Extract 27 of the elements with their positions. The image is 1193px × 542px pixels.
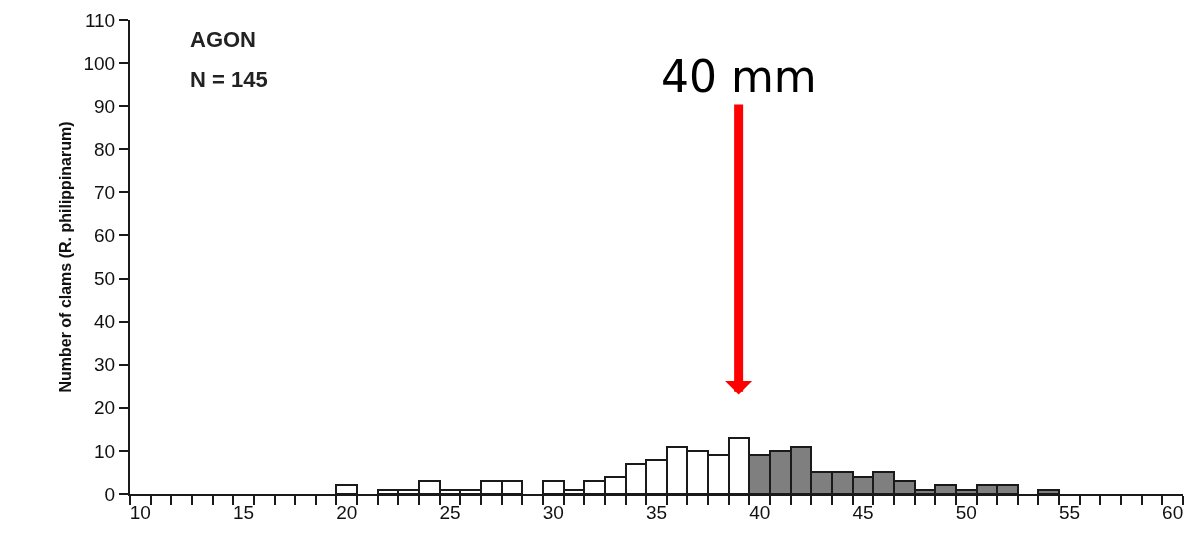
y-tick-label: 90	[94, 95, 116, 117]
x-tick-label: 20	[336, 501, 358, 523]
y-tick-label: 30	[94, 354, 116, 376]
y-tick-label: 40	[94, 311, 116, 333]
y-axis-title: Number of clams (R. philippinarum)	[56, 121, 74, 393]
x-tick-label: 15	[232, 501, 255, 523]
x-tick-label: 40	[749, 501, 771, 523]
y-tick-label: 20	[94, 397, 116, 419]
x-tick-label: 35	[645, 501, 668, 523]
y-tick-label: 110	[84, 9, 116, 31]
annotation: N = 145	[190, 67, 268, 92]
y-tick-label: 10	[94, 440, 116, 462]
y-tick-label: 100	[83, 52, 116, 74]
x-tick-label: 30	[542, 501, 564, 523]
y-tick-label: 60	[94, 225, 116, 247]
x-tick-label: 10	[129, 501, 151, 523]
y-tick-label: 80	[94, 138, 116, 160]
annotation: 40 mm	[661, 51, 817, 102]
y-tick-label: 50	[94, 268, 116, 290]
x-tick-label: 45	[852, 501, 874, 523]
x-tick-label: 60	[1162, 501, 1184, 523]
annotation: AGON	[190, 27, 256, 52]
x-tick-label: 50	[955, 501, 977, 523]
y-tick-label: 70	[94, 182, 116, 204]
x-tick-label: 25	[439, 501, 461, 523]
x-tick-label: 55	[1058, 501, 1081, 523]
y-tick-label: 0	[104, 483, 116, 505]
